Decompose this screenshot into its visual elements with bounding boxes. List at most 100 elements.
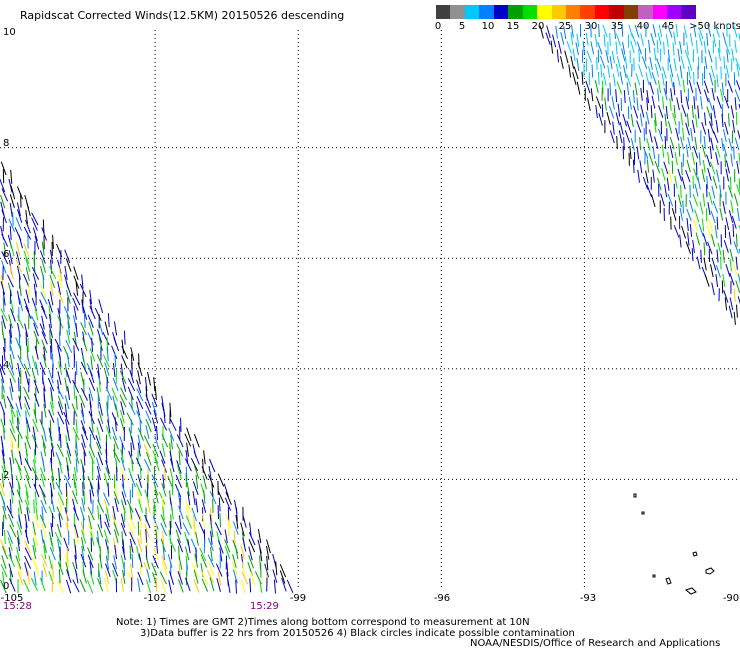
wind-barb xyxy=(711,234,716,247)
wind-barb xyxy=(598,23,600,37)
wind-barb xyxy=(42,219,45,234)
wind-barb xyxy=(105,460,110,474)
wind-barb xyxy=(563,26,567,40)
wind-barb xyxy=(39,577,46,592)
wind-barb xyxy=(224,545,231,560)
wind-barb xyxy=(192,521,196,536)
wind-barb xyxy=(590,88,594,102)
wind-barb xyxy=(666,177,670,191)
wind-barb xyxy=(19,451,23,465)
wind-speed-legend-bar xyxy=(436,5,696,19)
wind-barb xyxy=(706,106,712,120)
wind-barb xyxy=(728,231,732,245)
lon-label-93: -93 xyxy=(579,593,597,604)
wind-barb xyxy=(615,63,620,77)
wind-barb xyxy=(17,362,21,377)
wind-barb xyxy=(15,475,21,490)
wind-barb xyxy=(16,410,20,425)
wind-barb xyxy=(710,210,716,224)
wind-barb xyxy=(16,186,24,200)
wind-barb xyxy=(151,474,159,488)
wind-barb xyxy=(79,578,86,593)
wind-barb xyxy=(595,96,602,109)
wind-barb xyxy=(50,259,53,274)
wind-barb xyxy=(187,491,191,506)
wind-barb xyxy=(217,490,225,504)
legend-swatch xyxy=(565,5,581,19)
wind-barb xyxy=(129,531,136,545)
wind-barb xyxy=(730,105,735,119)
wind-barb xyxy=(75,441,78,456)
wind-barb xyxy=(64,553,70,568)
wind-barb xyxy=(715,265,721,278)
wind-barb xyxy=(67,321,71,336)
wind-barb xyxy=(177,489,181,504)
wind-barb xyxy=(722,143,728,157)
wind-barb xyxy=(721,113,724,127)
wind-barb xyxy=(1,449,6,464)
wind-barb xyxy=(130,457,134,472)
wind-barb xyxy=(728,113,730,127)
wind-barb xyxy=(72,490,79,504)
wind-barb xyxy=(698,152,701,166)
wind-barb xyxy=(33,483,40,498)
wind-barb xyxy=(685,241,691,254)
wind-barb xyxy=(66,547,69,563)
wind-barb xyxy=(137,474,142,488)
wind-barb xyxy=(66,465,70,480)
wind-barb xyxy=(112,563,119,577)
wind-barb xyxy=(145,425,150,440)
wind-barb xyxy=(120,387,128,401)
wind-barb xyxy=(186,505,190,520)
wind-barb xyxy=(615,41,618,55)
wind-barb xyxy=(95,457,101,472)
wind-barb xyxy=(9,386,13,401)
wind-barb xyxy=(57,281,62,296)
wind-barb xyxy=(112,505,116,520)
wind-barb xyxy=(595,105,598,119)
wind-barb xyxy=(649,129,653,143)
wind-barb xyxy=(98,570,102,585)
wind-barb xyxy=(648,66,653,79)
wind-barb xyxy=(201,499,207,513)
wind-barb xyxy=(612,121,615,135)
wind-barb xyxy=(26,354,31,369)
wind-barb xyxy=(83,451,86,466)
wind-barb xyxy=(24,370,29,385)
wind-barb xyxy=(33,322,39,337)
wind-barb xyxy=(41,434,47,449)
wind-barb xyxy=(41,339,48,353)
wind-barb xyxy=(672,42,675,56)
island-outline xyxy=(705,567,715,575)
wind-barb xyxy=(57,561,64,576)
wind-barb xyxy=(725,217,730,231)
wind-barb xyxy=(17,315,24,329)
wind-barb xyxy=(235,507,238,522)
wind-barb xyxy=(734,39,737,53)
wind-barb xyxy=(186,482,190,497)
wind-barb xyxy=(72,337,80,351)
wind-barb xyxy=(622,113,628,127)
wind-barb xyxy=(122,474,125,489)
wind-barb xyxy=(57,539,61,553)
wind-barb xyxy=(664,135,667,150)
wind-barb xyxy=(137,571,144,586)
wind-barb xyxy=(686,208,692,222)
wind-barb xyxy=(617,103,621,117)
wind-barb xyxy=(654,119,657,133)
wind-barb xyxy=(99,401,103,416)
wind-barb xyxy=(169,402,172,417)
wind-barb xyxy=(658,105,664,118)
wind-barb xyxy=(694,136,698,150)
wind-barb xyxy=(49,531,53,546)
wind-barb xyxy=(11,409,14,424)
wind-barb xyxy=(556,49,559,63)
wind-barb xyxy=(24,547,32,561)
island-outline xyxy=(633,493,637,498)
wind-barb xyxy=(65,457,70,471)
wind-barb xyxy=(113,522,120,536)
lat-label-4: 4 xyxy=(3,360,10,371)
wind-barb xyxy=(674,175,678,189)
wind-barb xyxy=(598,71,600,86)
wind-barb xyxy=(164,467,166,482)
